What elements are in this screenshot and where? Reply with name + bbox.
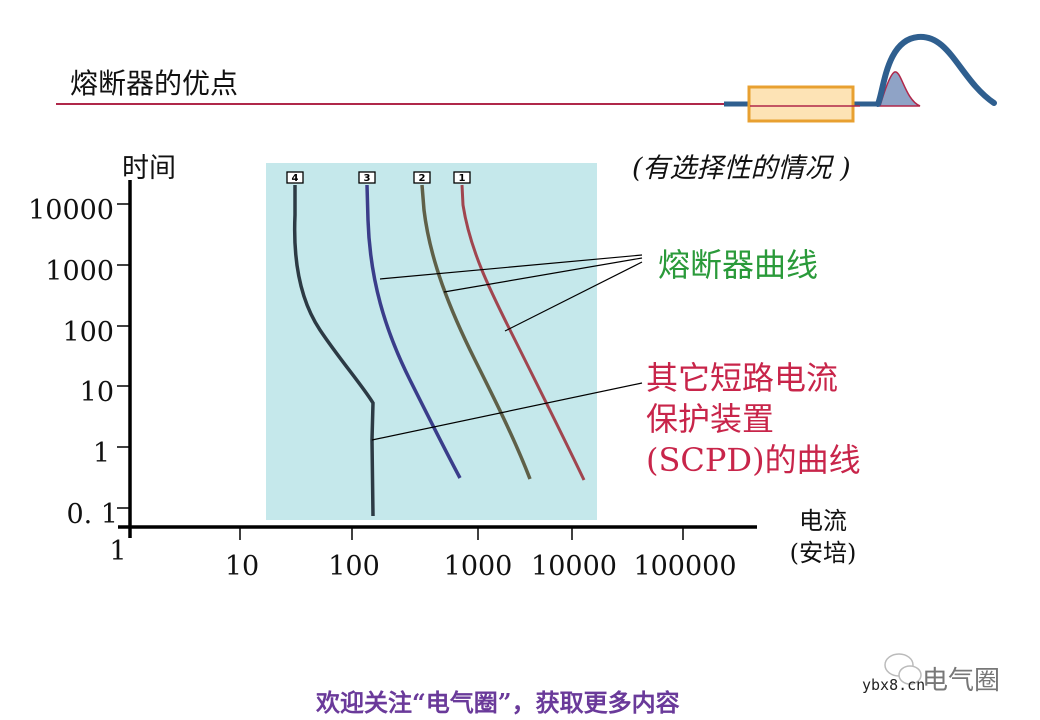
- scpd-line-1: 其它短路电流: [646, 359, 839, 397]
- footer-text: 欢迎关注“电气圈”，获取更多内容: [316, 688, 680, 717]
- slide-title: 熔断器的优点: [70, 67, 239, 100]
- scpd-curve-annotation: 其它短路电流 保护装置 (SCPD)的曲线: [646, 358, 861, 481]
- y-axis-title: 时间: [122, 153, 176, 184]
- curve-2-fuse: [420, 184, 532, 480]
- y-tick-label: 1: [92, 438, 110, 469]
- y-tick-label: 0. 1: [66, 499, 118, 530]
- svg-text:2: 2: [419, 173, 426, 184]
- svg-text:1: 1: [459, 173, 466, 184]
- fuse-leader-lines: [379, 254, 643, 332]
- fuse-icon: [747, 85, 855, 123]
- x-axis-ticks: [239, 527, 684, 540]
- x-tick-label: 10000: [531, 551, 617, 582]
- x-tick-label: 1: [109, 536, 127, 567]
- curve-4-scpd: [292, 185, 375, 517]
- selectivity-zone: [266, 163, 597, 520]
- scpd-line-3: (SCPD)的曲线: [646, 441, 861, 479]
- svg-text:4: 4: [292, 173, 299, 184]
- x-tick-label: 100000: [633, 551, 737, 582]
- x-axis-title-line2: (安培): [789, 539, 857, 567]
- fuse-curves-annotation: 熔断器曲线: [658, 246, 819, 284]
- watermark-url: ybx8.cn: [862, 676, 926, 694]
- x-axis-title-line1: 电流: [799, 507, 847, 535]
- watermark-brand: 电气圈: [922, 666, 1001, 696]
- x-axis-title: 电流 (安培): [778, 505, 868, 569]
- x-tick-label: 100: [328, 551, 380, 582]
- wechat-icon: [884, 653, 922, 685]
- slide-subtitle: (有选择性的情况 ): [632, 153, 851, 184]
- curve-1-fuse: [460, 184, 586, 481]
- curve-3-fuse: [365, 184, 462, 479]
- scpd-leader-line: [371, 382, 643, 441]
- y-tick-label: 10: [79, 377, 114, 408]
- y-axis-ticks: [117, 203, 130, 509]
- y-tick-label: 1000: [45, 256, 114, 287]
- x-tick-label: 10: [224, 551, 260, 582]
- y-tick-label: 10000: [28, 195, 114, 226]
- curve-number-labels: 4 3 2 1: [286, 171, 471, 184]
- pulse-curve-icon: [875, 33, 997, 107]
- svg-text:3: 3: [364, 173, 371, 184]
- scpd-line-2: 保护装置: [646, 400, 775, 438]
- fuse-pulse-decoration: [724, 33, 997, 123]
- x-tick-label: 1000: [443, 551, 513, 582]
- y-tick-label: 100: [62, 317, 114, 348]
